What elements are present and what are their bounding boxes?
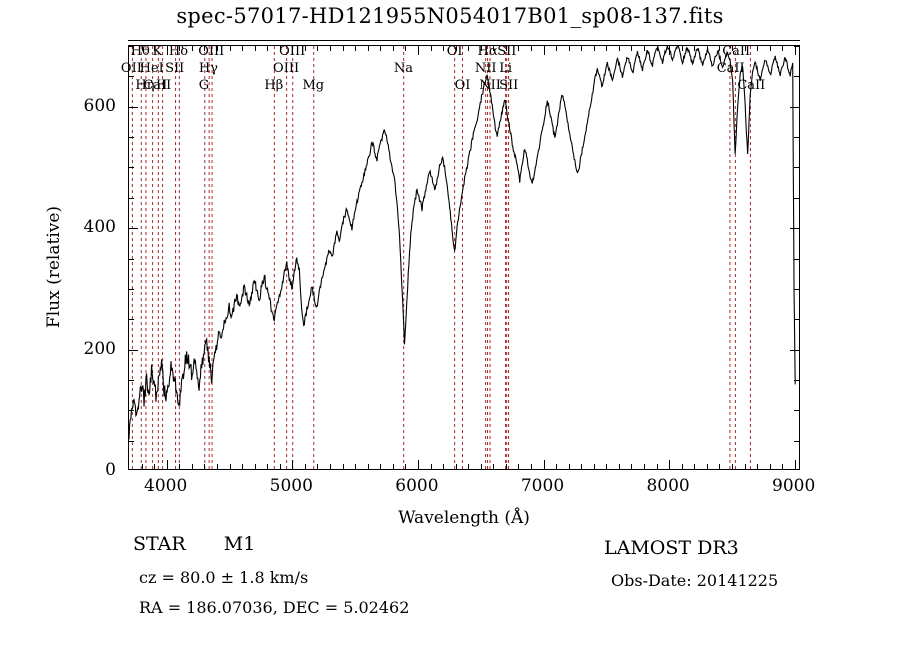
line-label-oiii: OIII (273, 61, 300, 76)
line-label-g: G (198, 78, 210, 93)
line-label-h: Hδ (168, 44, 189, 59)
y-tick-label: 600 (83, 95, 116, 116)
line-label-caii: CaII (716, 61, 745, 76)
line-label-k: K (152, 44, 163, 59)
line-label-caii: CaII (722, 44, 751, 59)
x-tick-label: 8000 (646, 476, 690, 496)
line-label-sii: SII (499, 78, 519, 93)
x-tick-label: 4000 (144, 476, 188, 496)
line-label-oi: OI (446, 44, 463, 59)
line-label-hei: HeI (139, 61, 164, 76)
line-label-h: Hη (135, 78, 155, 93)
survey-label: LAMOST DR3 (604, 537, 739, 559)
x-tick-label: 5000 (269, 476, 313, 496)
object-class: STAR (133, 533, 186, 555)
x-tick-label: 7000 (520, 476, 565, 496)
spectrum-curve (129, 46, 799, 469)
line-label-na: Na (393, 61, 414, 76)
line-marker-layer (129, 46, 799, 469)
line-label-sii: SII (165, 61, 185, 76)
coordinates: RA = 186.07036, DEC = 5.02462 (139, 598, 410, 617)
observation-date: Obs-Date: 20141225 (611, 571, 779, 590)
y-tick-label: 200 (83, 338, 116, 359)
line-label-sii: SII (497, 44, 517, 59)
line-label-oiii: OIII (198, 44, 225, 59)
redshift-velocity: cz = 80.0 ± 1.8 km/s (139, 568, 309, 587)
line-label-h: Hα (477, 44, 498, 59)
page-title: spec-57017-HD121955N054017B01_sp08-137.f… (176, 4, 724, 28)
line-label-li: Li (499, 61, 513, 76)
x-tick-label: 6000 (395, 476, 439, 496)
object-class-label: STAR M1 (133, 533, 255, 555)
plot-area (128, 45, 800, 470)
title-divider (128, 40, 800, 41)
line-label-caii: CaII (143, 78, 172, 93)
x-tick-label: 9000 (772, 476, 816, 496)
y-tick-label: 400 (83, 217, 116, 238)
object-subclass: M1 (223, 533, 256, 555)
line-label-oiii: OIII (279, 44, 306, 59)
y-tick-label: 0 (105, 460, 116, 480)
line-label-oii: OII (120, 61, 142, 76)
line-label-h: Hβ (264, 78, 284, 93)
line-label-oi: OI (454, 78, 471, 93)
line-label-h: H (156, 78, 168, 93)
x-axis-label: Wavelength (Å) (398, 508, 530, 528)
line-label-h: Hθ (130, 44, 150, 59)
line-label-h: Hγ (198, 61, 218, 76)
line-label-mg: Mg (302, 78, 325, 93)
line-identification-labels: Hθ K Hδ OIII OIII OI Hα SII CaII OII HeI SII Hγ OIII N… (0, 45, 900, 100)
line-label-nii: NII (474, 61, 497, 76)
y-axis-label: Flux (relative) (44, 205, 64, 329)
line-label-caii: CaII (737, 78, 766, 93)
line-label-nii: NII (479, 78, 501, 93)
